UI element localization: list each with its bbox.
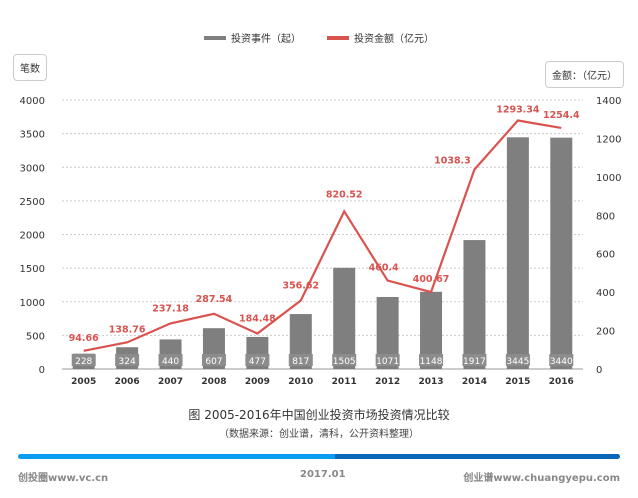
bar-label-bg	[115, 354, 140, 366]
x-tick-label: 2008	[201, 377, 226, 387]
bar-label-bg	[332, 354, 357, 366]
bar-data-label: 1071	[376, 357, 399, 367]
footer-right: 创业谱www.chuangyepu.com	[463, 473, 620, 484]
bar-label-bg	[462, 354, 487, 366]
bar-label-bg	[245, 354, 270, 366]
x-tick-label: 2012	[375, 377, 400, 387]
y2-tick-label: 200	[596, 327, 615, 338]
y2-tick-label: 0	[596, 365, 602, 376]
plot-area: 0 500 1000 1500 2000 2500 3000 3500 4000 0 200 400 6…	[20, 96, 622, 387]
chart-title: 图 2005-2016年中国创业投资市场投资情况比较	[188, 408, 450, 422]
legend-item-events: 投资事件（起）	[204, 30, 301, 45]
legend-item-amount: 投资金额（亿元）	[327, 30, 434, 45]
bar-data-label: 817	[292, 357, 309, 367]
legend-label: 投资金额（亿元）	[354, 34, 434, 45]
y2-axis-label: 金额：（亿元）	[545, 61, 624, 88]
line-data-label: 138.76	[109, 324, 146, 335]
y-tick-label: 3000	[20, 163, 45, 174]
footer-date: 2017.01	[300, 469, 346, 480]
x-tick-label: 2016	[549, 377, 574, 387]
y-tick-label: 500	[26, 331, 45, 342]
x-tick-label: 2011	[332, 377, 357, 387]
bar	[550, 137, 573, 369]
amount-line	[83, 119, 562, 352]
y2-tick-label: 800	[596, 211, 615, 222]
x-tick-label: 2015	[505, 377, 530, 387]
y-tick-label: 1000	[20, 298, 45, 309]
bar-data-label: 324	[119, 357, 136, 367]
y-tick-label: 2500	[20, 197, 45, 208]
line-data-label: 184.48	[239, 314, 276, 325]
footer-bar-light	[18, 454, 335, 459]
x-tick-label: 2009	[245, 377, 270, 387]
bar-data-label: 3445	[506, 357, 529, 367]
y-tick-label: 1500	[20, 264, 45, 275]
x-tick-label: 2013	[419, 377, 444, 387]
bar-data-label: 228	[75, 357, 92, 367]
bar-label-bg	[71, 354, 96, 366]
y2-tick-label: 1000	[596, 173, 621, 184]
legend-label: 投资事件（起）	[231, 34, 301, 45]
y2-tick-label: 400	[596, 288, 615, 299]
line-data-label: 400.67	[413, 274, 450, 285]
footer-left: 创投圈www.vc.cn	[18, 473, 109, 484]
line-data-label: 1254.4	[543, 110, 580, 121]
bar	[420, 291, 443, 369]
line-data-label: 1038.3	[434, 155, 471, 166]
legend-swatch-gray	[204, 35, 226, 40]
bar-label-bg	[419, 354, 444, 366]
bar-data-label: 1505	[333, 357, 356, 367]
x-tick-label: 2005	[71, 377, 96, 387]
bar-data-label: 440	[162, 357, 179, 367]
y2-tick-label: 1200	[596, 134, 621, 145]
y-tick-label: 4000	[20, 96, 45, 107]
bar-label-bg	[158, 354, 183, 366]
bar	[506, 137, 529, 369]
footer-bar-dark	[335, 454, 620, 459]
bar-data-label: 477	[249, 357, 266, 367]
x-tick-label: 2014	[462, 377, 487, 387]
y2-tick-label: 1400	[596, 96, 621, 107]
bar-label-bg	[201, 354, 226, 366]
bar	[463, 240, 486, 369]
line-data-label: 460.4	[369, 263, 399, 274]
y-axis-label: 笔数	[13, 54, 47, 81]
bar	[376, 296, 399, 369]
bar-data-label: 3440	[550, 357, 573, 367]
bar-data-label: 607	[205, 357, 222, 367]
bar-label-bg	[549, 354, 574, 366]
legend-swatch-red	[327, 35, 349, 40]
bar-data-label: 1148	[420, 357, 443, 367]
line-data-label: 1293.34	[496, 104, 540, 115]
x-tick-label: 2010	[288, 377, 313, 387]
y-tick-label: 0	[39, 365, 45, 376]
bar-label-bg	[505, 354, 530, 366]
x-tick-label: 2006	[115, 377, 140, 387]
line-data-label: 356.62	[282, 280, 319, 291]
line-data-label: 287.54	[196, 294, 233, 305]
bar-label-bg	[288, 354, 313, 366]
bar-label-bg	[375, 354, 400, 366]
y2-tick-label: 600	[596, 250, 615, 261]
legend: 投资事件（起） 投资金额（亿元）	[0, 30, 638, 45]
x-tick-label: 2007	[158, 377, 183, 387]
line-data-label: 237.18	[152, 303, 189, 314]
line-data-label: 94.66	[69, 333, 99, 344]
y-tick-label: 3500	[20, 130, 45, 141]
bar-data-label: 1917	[463, 357, 486, 367]
y-tick-label: 2000	[20, 231, 45, 242]
bar	[333, 267, 356, 369]
chart-subtitle: （数据来源：创业谱，清科，公开资料整理）	[219, 429, 419, 440]
line-data-label: 820.52	[326, 189, 363, 200]
